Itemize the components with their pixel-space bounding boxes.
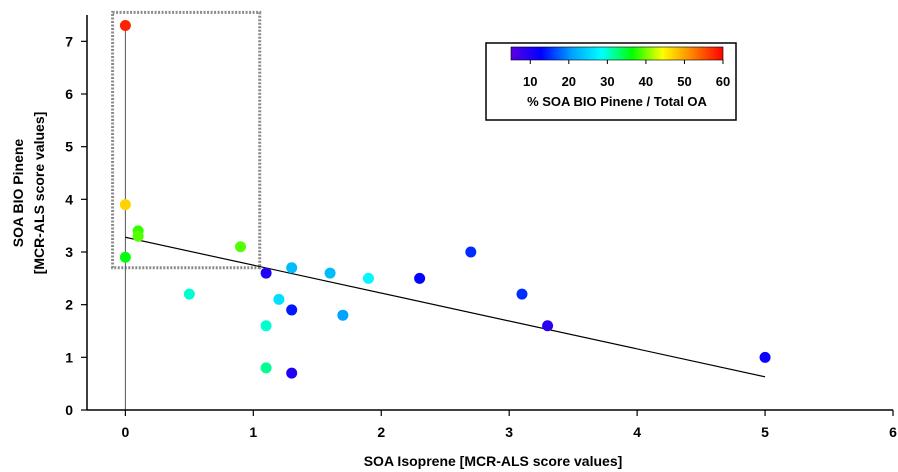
data-point <box>362 272 374 284</box>
y-tick-label: 3 <box>65 244 73 260</box>
y-axis-title: SOA BIO Pinene [MCR-ALS score values] <box>10 112 47 275</box>
x-axis-title: SOA Isoprene [MCR-ALS score values] <box>364 453 623 469</box>
colorbar-tick-label: 60 <box>716 74 730 89</box>
x-tick-label: 6 <box>889 424 897 440</box>
highlight-box-layer <box>111 10 262 270</box>
data-point <box>119 251 131 263</box>
data-point <box>260 267 272 279</box>
data-point <box>759 351 771 363</box>
colorbar-legend: 10 20 30 40 50 60 % SOA BIO Pinene / Total OA <box>485 42 737 121</box>
data-point <box>337 309 349 321</box>
x-tick-label: 4 <box>633 424 641 440</box>
highlight-box <box>111 10 262 270</box>
colorbar-ticks: 10 20 30 40 50 60 <box>523 60 730 89</box>
y-tick-label: 1 <box>65 349 73 365</box>
data-point <box>286 304 298 316</box>
data-point <box>260 362 272 374</box>
data-point <box>286 262 298 274</box>
data-point <box>286 367 298 379</box>
colorbar-tick-label: 10 <box>523 74 537 89</box>
data-point <box>132 230 144 242</box>
y-tick-label: 6 <box>65 86 73 102</box>
data-point <box>465 246 477 258</box>
x-tick-label: 3 <box>505 424 513 440</box>
colorbar-tick-label: 30 <box>600 74 614 89</box>
colorbar-tick-label: 40 <box>639 74 653 89</box>
points-layer <box>119 20 771 379</box>
y-tick-label: 0 <box>65 402 73 418</box>
regression-line <box>125 236 766 378</box>
colorbar-tick-label: 20 <box>562 74 576 89</box>
colorbar-gradient <box>510 46 724 61</box>
data-point <box>542 320 554 332</box>
data-point <box>119 20 131 32</box>
data-point <box>414 272 426 284</box>
y-axis-title-line2: [MCR-ALS score values] <box>31 112 47 275</box>
y-tick-label: 4 <box>65 191 73 207</box>
colorbar-tick-label: 50 <box>677 74 691 89</box>
data-point <box>119 199 131 211</box>
regression-layer <box>125 236 766 378</box>
colorbar-label: % SOA BIO Pinene / Total OA <box>527 94 707 109</box>
data-point <box>324 267 336 279</box>
data-point <box>260 320 272 332</box>
data-point <box>516 288 528 300</box>
x-tick-label: 5 <box>761 424 769 440</box>
x-tick-label: 0 <box>121 424 129 440</box>
data-point <box>183 288 195 300</box>
data-point <box>273 293 285 305</box>
data-point <box>235 241 247 253</box>
x-tick-label: 2 <box>377 424 385 440</box>
y-axis-title-line1: SOA BIO Pinene <box>10 139 26 248</box>
y-tick-label: 7 <box>65 33 73 49</box>
y-tick-label: 2 <box>65 297 73 313</box>
x-tick-label: 1 <box>249 424 257 440</box>
y-tick-label: 5 <box>65 139 73 155</box>
